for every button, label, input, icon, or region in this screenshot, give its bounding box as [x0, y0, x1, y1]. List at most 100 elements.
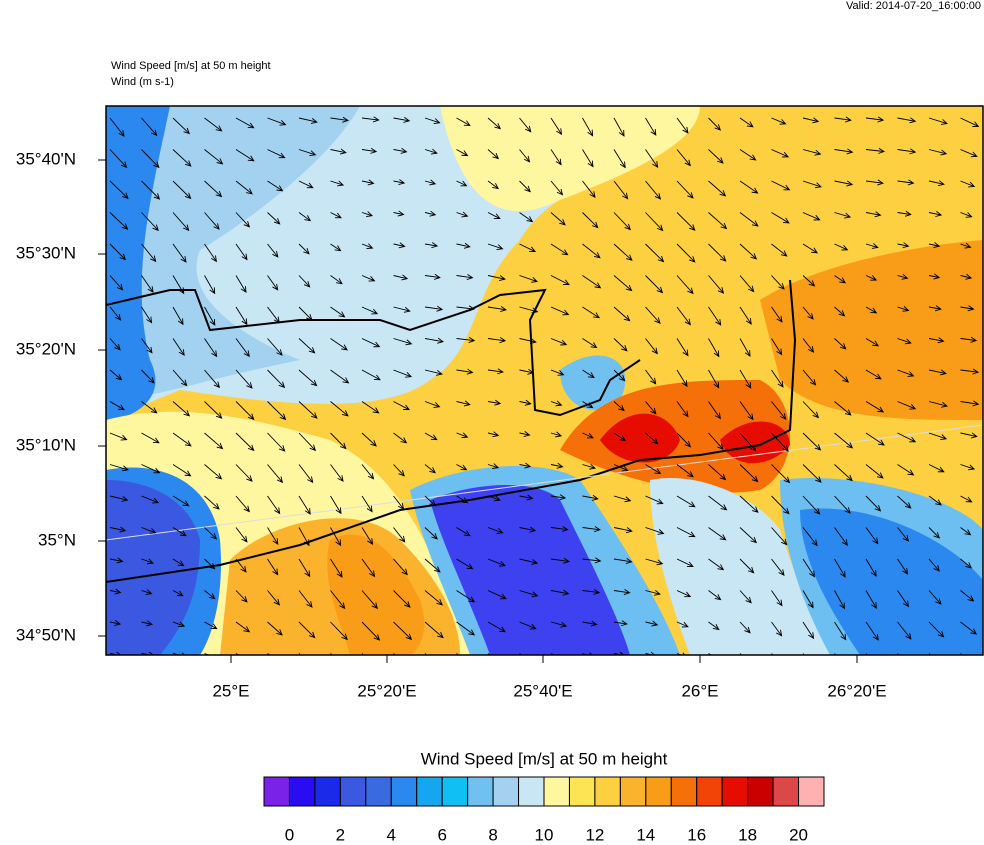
wind-arrow	[204, 369, 221, 389]
wind-arrow	[834, 495, 851, 514]
wind-arrow	[298, 590, 313, 608]
wind-arrow	[424, 273, 441, 280]
colorbar-label: 0	[285, 825, 294, 844]
colorbar-swatch	[314, 776, 341, 807]
wind-arrow	[834, 432, 854, 449]
wind-arrow	[897, 306, 910, 312]
wind-arrow	[519, 368, 535, 375]
wind-arrow	[519, 590, 539, 598]
wind-arrow	[204, 117, 223, 132]
wind-arrow	[298, 369, 318, 387]
wind-arrow	[739, 401, 754, 421]
wind-arrow	[235, 464, 253, 482]
wind-arrow	[361, 338, 381, 348]
wind-arrow	[928, 653, 932, 655]
wind-arrow	[361, 275, 376, 282]
wind-arrow	[393, 369, 413, 378]
wind-arrow	[141, 432, 160, 444]
wind-arrow	[739, 590, 752, 604]
colorbar-swatch	[568, 776, 596, 807]
wind-arrow	[550, 557, 570, 564]
wind-arrow	[960, 527, 972, 536]
wind-arrow	[141, 117, 158, 137]
wind-arrow	[519, 306, 539, 314]
wind-arrow	[834, 243, 849, 251]
wind-arrow	[834, 275, 847, 284]
wind-arrow	[613, 401, 625, 412]
wind-arrow	[172, 652, 186, 655]
wind-arrow	[487, 306, 508, 312]
wind-arrow	[613, 306, 631, 322]
colorbar-swatch	[721, 776, 749, 807]
wind-arrow	[487, 243, 504, 251]
wind-arrow	[739, 306, 752, 325]
wind-arrow	[645, 369, 657, 385]
wind-arrow	[330, 653, 333, 655]
wind-arrow	[645, 149, 659, 168]
wind-arrow	[928, 464, 945, 473]
wind-arrow	[865, 621, 879, 641]
wind-arrow	[393, 147, 408, 154]
wind-arrow	[141, 464, 161, 474]
wind-arrow	[928, 590, 942, 605]
wind-arrow	[771, 495, 790, 515]
wind-arrow	[456, 117, 471, 127]
wind-arrow	[235, 369, 253, 389]
wind-arrow	[487, 117, 502, 130]
wind-arrow	[550, 431, 563, 438]
wind-arrow	[519, 558, 539, 565]
wind-arrow	[267, 464, 284, 484]
wind-arrow	[613, 369, 626, 382]
wind-arrow	[613, 180, 629, 200]
wind-arrow	[487, 558, 506, 567]
wind-arrow	[645, 117, 657, 136]
wind-arrow	[298, 243, 310, 255]
wind-arrow	[897, 273, 909, 280]
wind-arrow	[424, 495, 437, 507]
wind-arrow	[928, 432, 948, 441]
wind-arrow	[235, 306, 248, 326]
wind-arrow	[960, 621, 978, 635]
wind-arrow	[739, 338, 751, 358]
wind-arrow	[897, 401, 917, 410]
wind-arrow	[204, 621, 218, 630]
wind-arrow	[771, 275, 785, 290]
wind-arrow	[802, 149, 822, 156]
wind-arrow	[960, 464, 976, 471]
colorbar-swatch	[619, 776, 647, 807]
wind-arrow	[172, 590, 184, 597]
wind-arrow	[960, 180, 976, 188]
wind-arrow	[204, 590, 216, 600]
wind-arrow	[109, 275, 124, 291]
wind-arrow	[141, 212, 159, 232]
wind-arrow	[235, 149, 255, 162]
wind-arrow	[960, 590, 975, 602]
wind-arrow	[897, 558, 909, 575]
wind-arrow	[519, 180, 531, 193]
wind-arrow	[298, 212, 312, 222]
wind-arrow	[960, 558, 973, 569]
wind-arrow	[645, 464, 662, 475]
wind-arrow	[550, 275, 570, 286]
wind-arrow	[393, 590, 411, 608]
wind-arrow	[330, 527, 342, 547]
colorbar-label: 10	[535, 825, 554, 844]
colorbar-swatch	[416, 776, 443, 807]
wind-arrow	[865, 495, 882, 512]
wind-arrow	[897, 432, 917, 443]
colorbar-label: 12	[585, 825, 604, 844]
wind-arrow	[645, 620, 659, 627]
wind-arrow	[582, 149, 594, 168]
wind-arrow	[298, 558, 311, 578]
wind-arrow	[330, 275, 343, 285]
wind-arrow	[456, 149, 469, 157]
wind-arrow	[708, 432, 724, 450]
wind-arrow	[865, 147, 886, 154]
wind-arrow	[298, 527, 310, 547]
wind-arrow	[424, 369, 443, 376]
wind-arrow	[393, 621, 413, 641]
wind-arrow	[172, 149, 192, 167]
wind-arrow	[456, 305, 476, 312]
wind-arrow	[172, 338, 185, 356]
wind-arrow	[298, 495, 311, 515]
